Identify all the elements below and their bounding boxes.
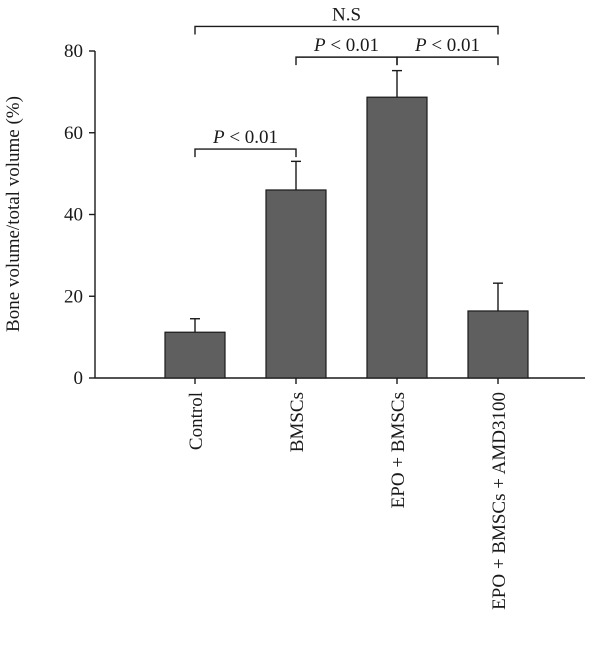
significance-brackets: P < 0.01 P < 0.01 P < 0.01 N.S [194,4,499,158]
y-tick-label: 60 [64,123,83,144]
x-category-label: BMSCs [287,392,308,452]
y-axis-label: Bone volume/total volume (%) [3,96,24,332]
significance-label: P < 0.01 [212,127,278,148]
y-tick-label: 40 [64,205,83,226]
significance-label: N.S [332,4,361,25]
x-category-label: EPO + BMSCs [388,392,409,508]
x-category-label: Control [186,392,207,450]
significance-bracket [194,148,297,158]
x-category-label: EPO + BMSCs + AMD3100 [489,392,510,610]
bar [265,189,327,379]
y-tick-label: 20 [64,286,83,307]
bar [467,310,529,379]
bars [164,69,529,379]
significance-label: P < 0.01 [414,35,480,56]
y-tick-label: 0 [74,368,84,389]
significance-bracket [396,56,499,66]
y-tick-label: 80 [64,41,83,62]
significance-bracket [194,25,499,35]
bar [366,96,428,379]
y-axis-ticks: 0 20 40 60 80 [64,41,95,389]
significance-bracket [295,56,398,66]
bar [164,331,226,379]
significance-label: P < 0.01 [313,35,379,56]
x-axis-categories: Control BMSCs EPO + BMSCs EPO + BMSCs + AMD… [186,378,510,610]
